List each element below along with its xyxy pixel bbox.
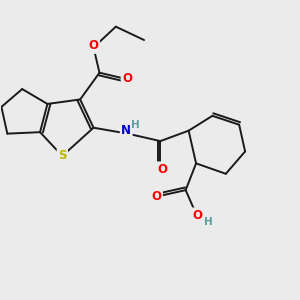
Text: O: O <box>122 72 132 85</box>
Text: H: H <box>204 217 213 227</box>
Text: O: O <box>157 163 167 176</box>
Text: O: O <box>152 190 161 202</box>
Text: O: O <box>193 209 202 222</box>
Text: H: H <box>131 120 140 130</box>
Text: N: N <box>121 124 131 136</box>
Text: O: O <box>88 40 98 52</box>
Text: S: S <box>58 149 67 162</box>
